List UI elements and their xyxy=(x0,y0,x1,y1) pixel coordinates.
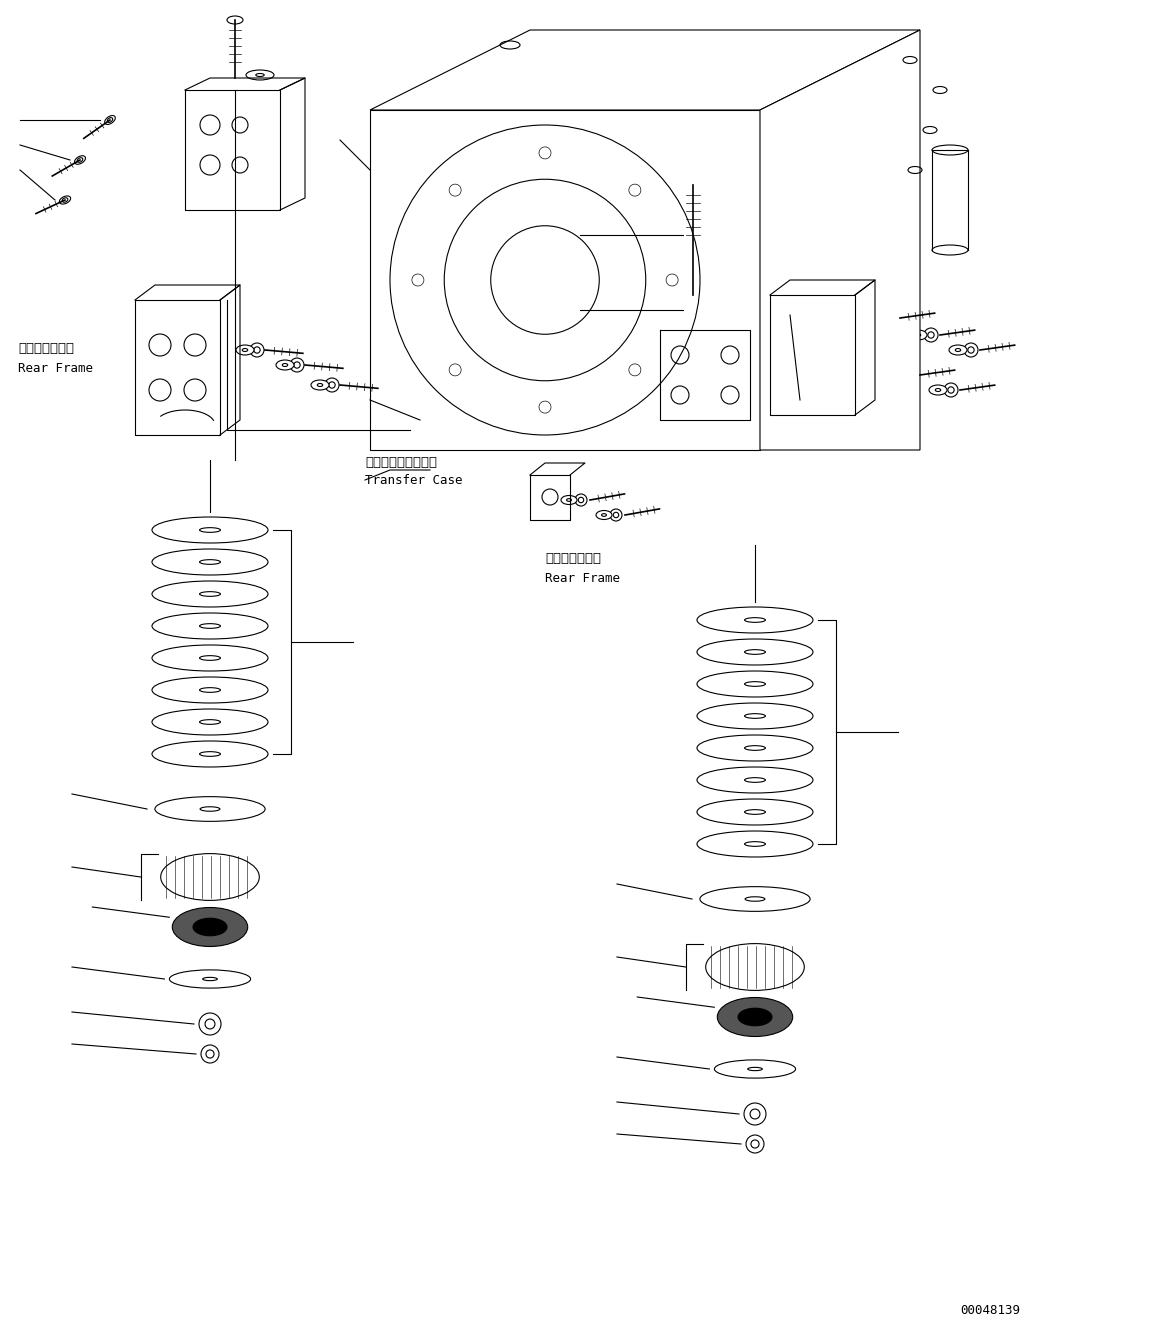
Ellipse shape xyxy=(932,245,968,255)
Ellipse shape xyxy=(152,517,267,544)
Circle shape xyxy=(944,383,958,397)
Ellipse shape xyxy=(152,581,267,607)
Ellipse shape xyxy=(949,346,966,355)
Ellipse shape xyxy=(929,385,947,395)
Ellipse shape xyxy=(714,1061,795,1078)
Circle shape xyxy=(964,343,978,358)
Ellipse shape xyxy=(697,799,813,825)
Ellipse shape xyxy=(697,703,813,730)
Ellipse shape xyxy=(227,16,243,24)
Ellipse shape xyxy=(685,181,701,189)
Ellipse shape xyxy=(889,369,907,380)
Ellipse shape xyxy=(718,998,793,1037)
Circle shape xyxy=(250,343,264,358)
Ellipse shape xyxy=(311,380,329,389)
Ellipse shape xyxy=(706,944,805,990)
Ellipse shape xyxy=(697,639,813,664)
Circle shape xyxy=(199,1013,221,1035)
Text: Transfer Case: Transfer Case xyxy=(365,473,463,486)
Ellipse shape xyxy=(236,346,254,355)
Polygon shape xyxy=(759,31,920,451)
Ellipse shape xyxy=(697,735,813,762)
Ellipse shape xyxy=(105,116,115,125)
Ellipse shape xyxy=(561,496,577,505)
Ellipse shape xyxy=(152,549,267,575)
Ellipse shape xyxy=(909,330,927,340)
Ellipse shape xyxy=(160,853,259,901)
Polygon shape xyxy=(370,31,920,110)
Ellipse shape xyxy=(152,613,267,639)
Text: トランスファケース: トランスファケース xyxy=(365,456,437,469)
Ellipse shape xyxy=(697,831,813,857)
Ellipse shape xyxy=(595,510,612,520)
Circle shape xyxy=(201,1045,219,1063)
Ellipse shape xyxy=(276,360,294,369)
Ellipse shape xyxy=(155,796,265,821)
Text: 00048139: 00048139 xyxy=(959,1304,1020,1317)
Ellipse shape xyxy=(680,300,706,310)
Ellipse shape xyxy=(247,70,274,80)
Ellipse shape xyxy=(152,645,267,671)
Circle shape xyxy=(884,311,898,326)
Ellipse shape xyxy=(59,195,71,205)
Circle shape xyxy=(611,509,622,521)
Text: リヤーフレーム: リヤーフレーム xyxy=(17,342,74,355)
Polygon shape xyxy=(370,110,759,451)
Ellipse shape xyxy=(697,607,813,633)
Circle shape xyxy=(324,377,338,392)
Ellipse shape xyxy=(152,708,267,735)
Ellipse shape xyxy=(74,155,86,165)
Circle shape xyxy=(745,1135,764,1154)
Ellipse shape xyxy=(697,671,813,696)
Text: Rear Frame: Rear Frame xyxy=(545,571,620,585)
Ellipse shape xyxy=(152,676,267,703)
Circle shape xyxy=(923,328,939,342)
Circle shape xyxy=(575,494,587,506)
Ellipse shape xyxy=(193,918,227,936)
Ellipse shape xyxy=(739,1009,772,1026)
Text: リヤーフレーム: リヤーフレーム xyxy=(545,552,601,565)
Circle shape xyxy=(744,1103,766,1126)
Ellipse shape xyxy=(697,767,813,793)
Ellipse shape xyxy=(172,908,248,946)
Ellipse shape xyxy=(170,970,250,987)
Ellipse shape xyxy=(869,314,887,323)
Circle shape xyxy=(290,358,304,372)
Text: Rear Frame: Rear Frame xyxy=(17,361,93,375)
Ellipse shape xyxy=(152,742,267,767)
Circle shape xyxy=(904,368,918,381)
Ellipse shape xyxy=(700,886,811,912)
